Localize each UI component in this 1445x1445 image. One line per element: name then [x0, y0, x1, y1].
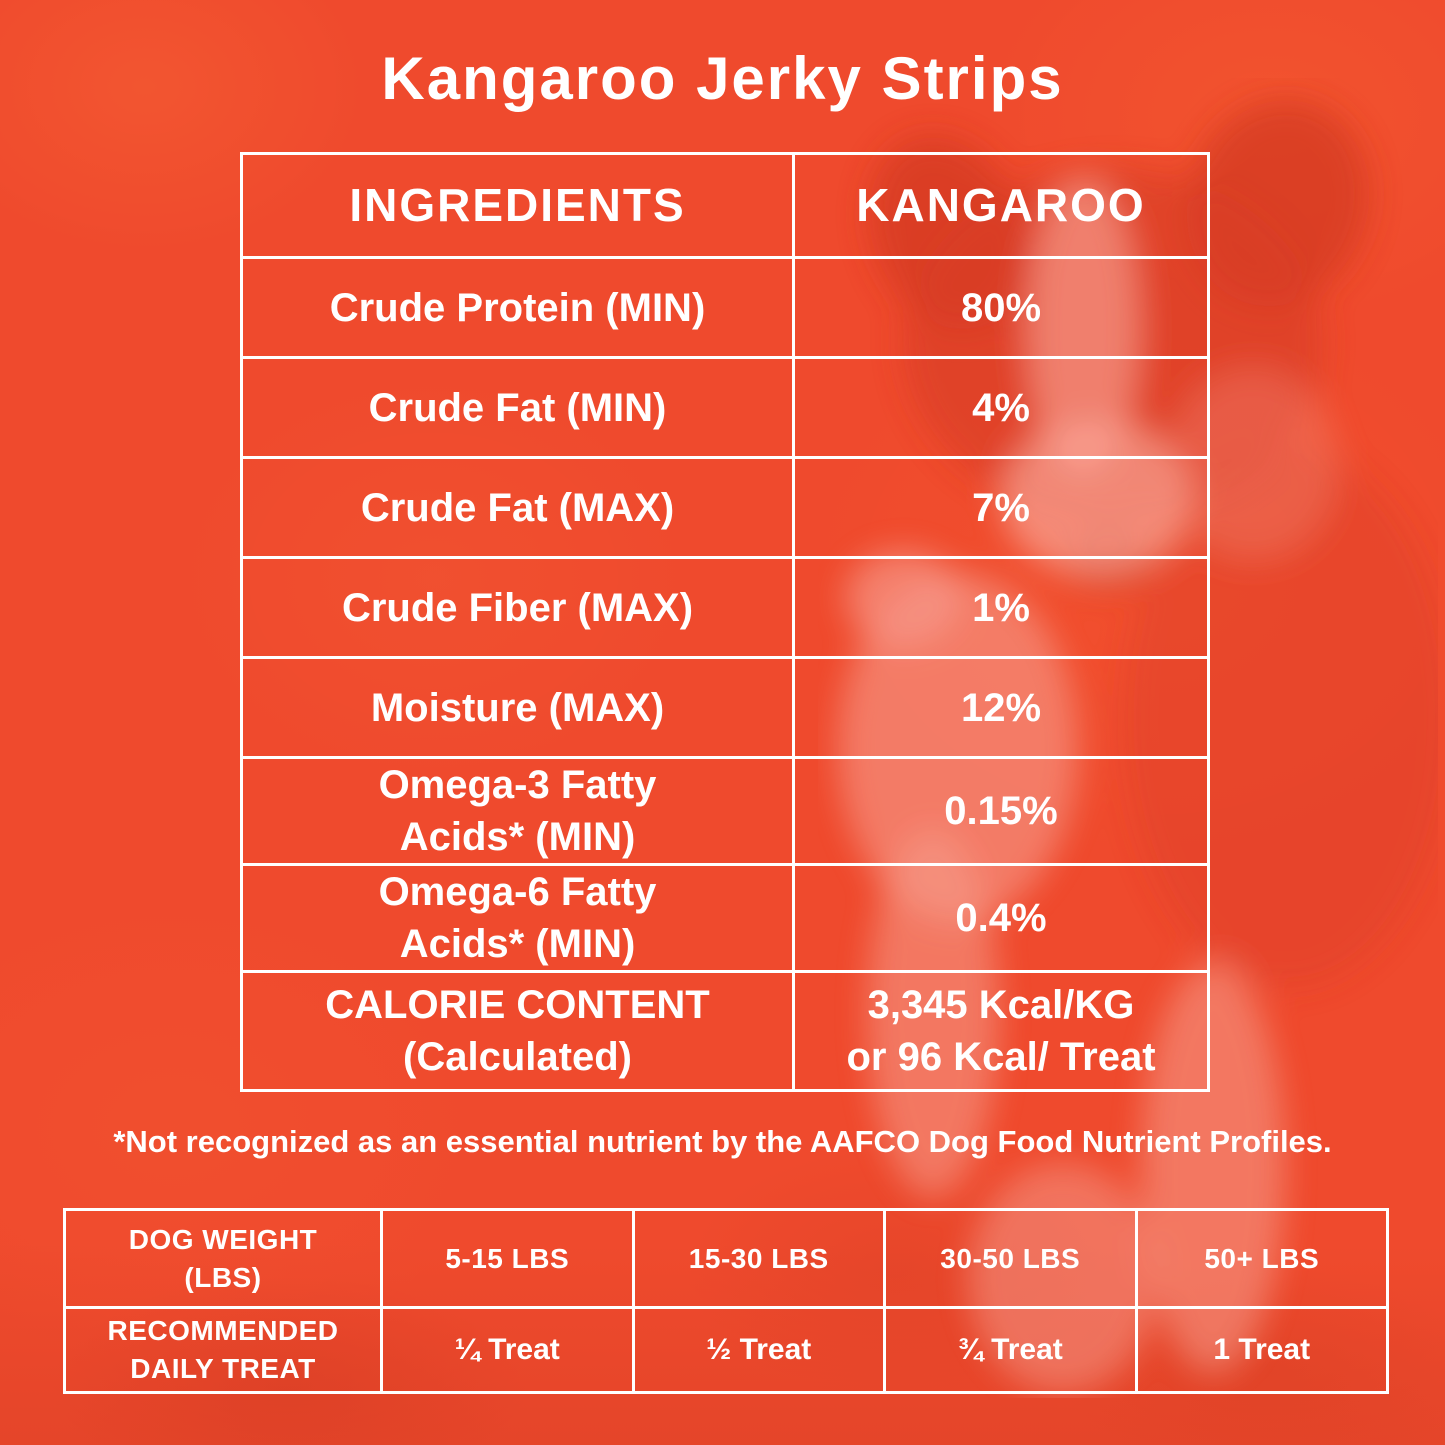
nutrition-table: INGREDIENTS KANGAROO Crude Protein (MIN)…	[240, 152, 1210, 1092]
row-value-crude-fiber-max: 1%	[795, 556, 1207, 656]
row-label-crude-fat-min: Crude Fat (MIN)	[243, 356, 795, 456]
row-value-crude-fat-max: 7%	[795, 456, 1207, 556]
feeding-header-dog-weight: DOG WEIGHT (LBS)	[128, 1223, 318, 1293]
feeding-value-one-treat: 1 Treat	[1134, 1306, 1386, 1391]
feeding-header-5-15: 5-15 LBS	[380, 1211, 632, 1306]
feeding-value-quarter-treat: ¼ Treat	[380, 1306, 632, 1391]
nutrition-header-kangaroo: KANGAROO	[856, 178, 1146, 231]
nutrition-header-ingredients: INGREDIENTS	[243, 155, 795, 256]
feeding-header-recommended-daily-treat: RECOMMENDED DAILY TREAT	[66, 1306, 380, 1391]
feeding-value-half-treat: ½ Treat	[631, 1306, 883, 1391]
row-label-calorie-content: CALORIE CONTENT (Calculated)	[243, 970, 795, 1089]
feeding-guide-table: DOG WEIGHT (LBS) 5-15 LBS 15-30 LBS 30-5…	[63, 1208, 1389, 1394]
row-label-omega3-min: Omega-3 Fatty Acids* (MIN)	[243, 756, 795, 863]
row-label-crude-fat-max: Crude Fat (MAX)	[243, 456, 795, 556]
row-value-moisture-max: 12%	[795, 656, 1207, 756]
row-value-crude-protein-min: 80%	[795, 256, 1207, 356]
row-value-omega3-min: 0.15%	[795, 756, 1207, 863]
row-label-omega6-min: Omega-6 Fatty Acids* (MIN)	[243, 863, 795, 970]
aafco-footnote: *Not recognized as an essential nutrient…	[113, 1124, 1332, 1159]
feeding-header-15-30: 15-30 LBS	[631, 1211, 884, 1306]
row-label-crude-protein-min: Crude Protein (MIN)	[243, 256, 795, 356]
feeding-header-50plus: 50+ LBS	[1134, 1211, 1387, 1306]
dog-photo-overlay	[838, 99, 1438, 1393]
row-value-calorie-content: 3,345 Kcal/KG or 96 Kcal/ Treat	[795, 970, 1207, 1089]
row-value-crude-fat-min: 4%	[795, 356, 1207, 456]
feeding-header-30-50: 30-50 LBS	[883, 1211, 1135, 1306]
row-label-moisture-max: Moisture (MAX)	[243, 656, 795, 756]
row-label-crude-fiber-max: Crude Fiber (MAX)	[243, 556, 795, 656]
page-title: Kangaroo Jerky Strips	[381, 45, 1064, 112]
row-value-omega6-min: 0.4%	[795, 863, 1207, 970]
feeding-value-threequarter-treat: ¾ Treat	[883, 1306, 1135, 1391]
